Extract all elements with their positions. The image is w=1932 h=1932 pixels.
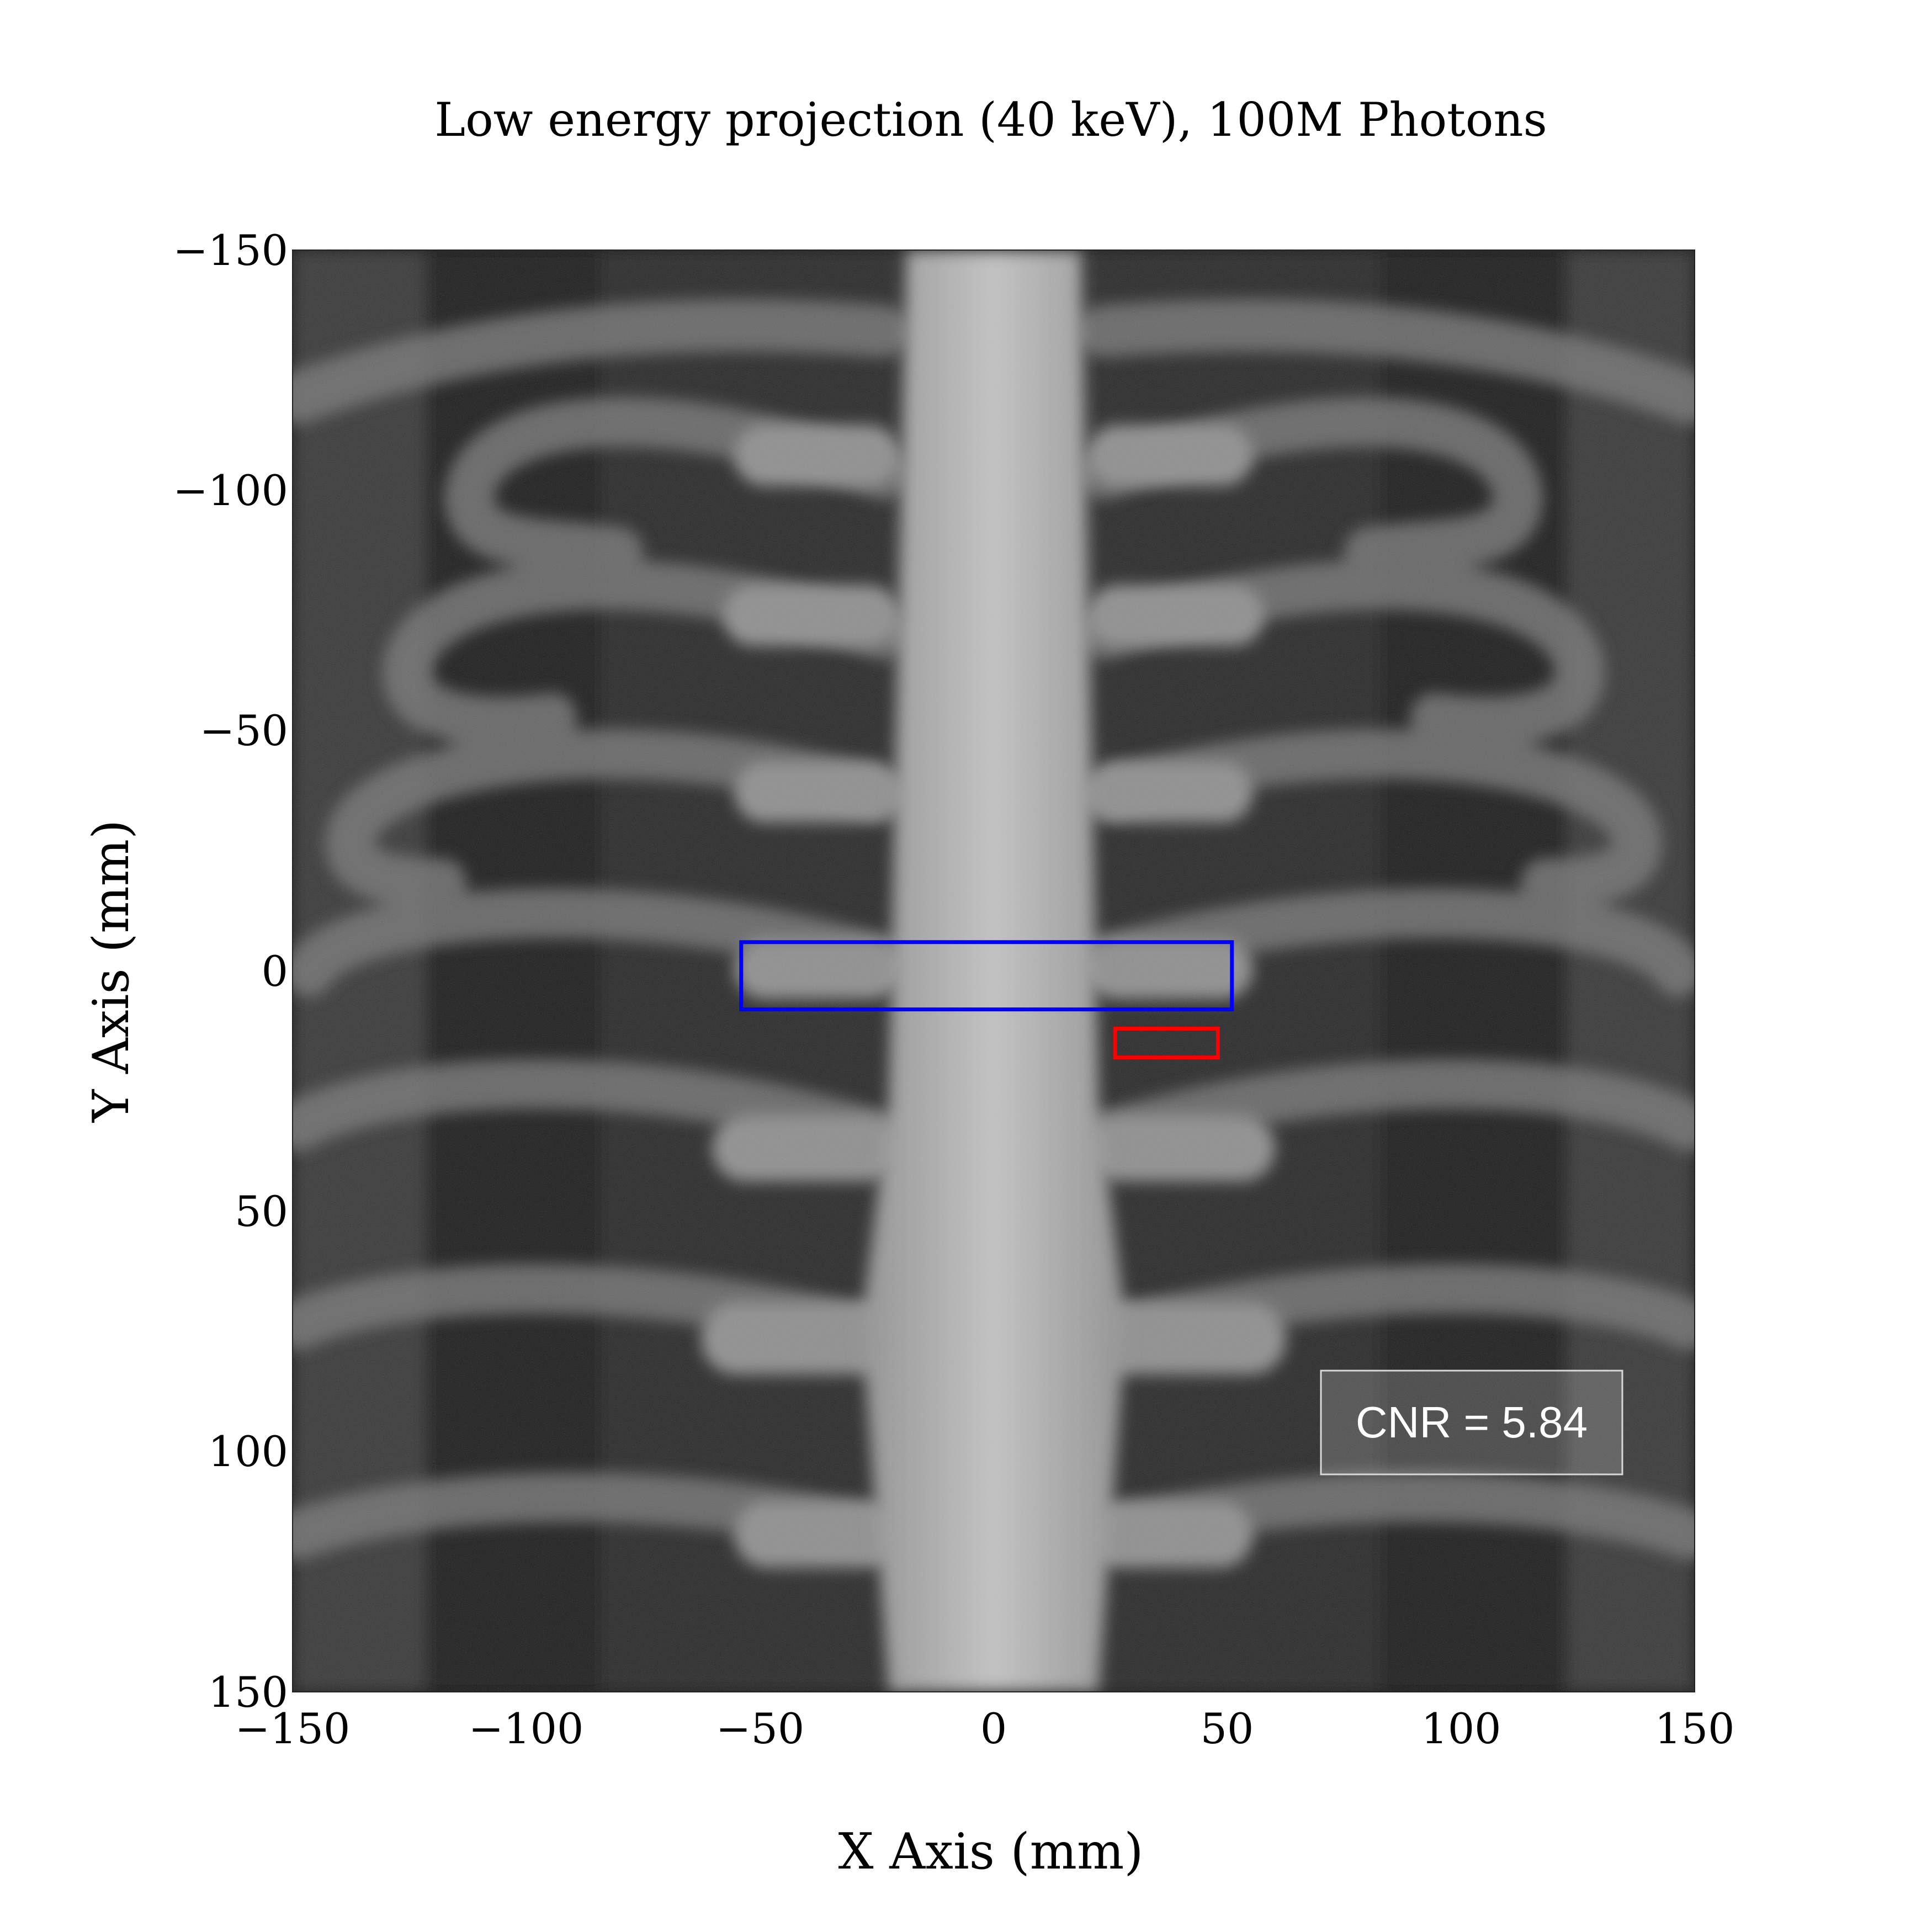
background-roi-rectangle bbox=[1113, 1026, 1220, 1060]
y-axis-label: Y Axis (mm) bbox=[82, 820, 140, 1123]
y-tick-label: 50 bbox=[235, 1187, 288, 1236]
xray-image bbox=[293, 250, 1695, 1692]
x-axis-label: X Axis (mm) bbox=[838, 1823, 1144, 1881]
chart-title: Low energy projection (40 keV), 100M Pho… bbox=[434, 93, 1547, 147]
y-tick-labels: −150 −100 −50 0 50 100 150 bbox=[173, 226, 288, 1717]
y-tick-label: −150 bbox=[173, 226, 288, 275]
plot-frame bbox=[292, 250, 1695, 1692]
cnr-text: CNR = 5.84 bbox=[1356, 1398, 1588, 1447]
y-tick-label: 150 bbox=[208, 1668, 288, 1717]
x-tick-label: 50 bbox=[1201, 1704, 1254, 1753]
signal-roi-rectangle bbox=[739, 940, 1234, 1012]
x-tick-label: 0 bbox=[980, 1704, 1007, 1753]
x-tick-label: −150 bbox=[235, 1704, 351, 1753]
y-tick-label: 100 bbox=[208, 1427, 288, 1476]
x-tick-labels: −150 −100 −50 0 50 100 150 bbox=[235, 1704, 1735, 1753]
y-tick-label: −100 bbox=[173, 466, 288, 515]
y-tick-label: −50 bbox=[200, 706, 288, 755]
cnr-annotation: CNR = 5.84 bbox=[1320, 1370, 1623, 1475]
x-tick-label: 150 bbox=[1654, 1704, 1734, 1753]
x-tick-label: −50 bbox=[716, 1704, 804, 1753]
y-tick-label: 0 bbox=[262, 947, 288, 996]
x-tick-label: −100 bbox=[469, 1704, 584, 1753]
x-tick-label: 100 bbox=[1421, 1704, 1501, 1753]
